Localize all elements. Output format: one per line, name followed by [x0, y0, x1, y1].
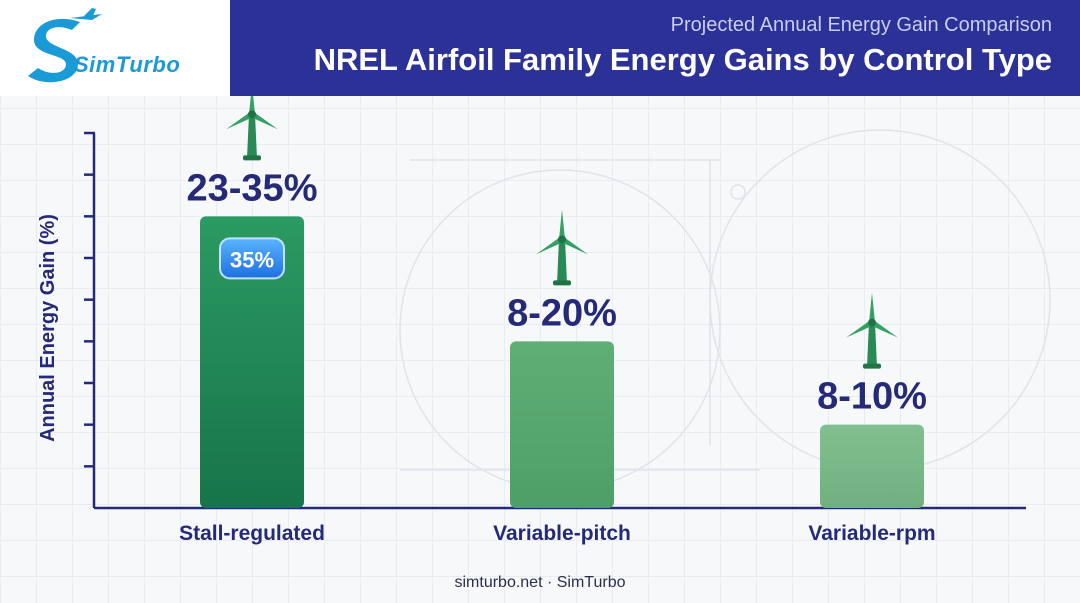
wind-turbine-icon [846, 292, 898, 369]
bar-chart: Annual Energy Gain (%) 23-35% Stall-regul… [37, 96, 1051, 545]
highlight-badge: 35% [219, 237, 285, 280]
value-label: 8-10% [817, 376, 927, 418]
bar-stall-regulated [200, 216, 304, 509]
logo-text: SimTurbo [74, 52, 181, 77]
value-label: 8-20% [507, 292, 617, 334]
bar-variable-pitch [510, 341, 614, 508]
bar-variable-rpm [820, 424, 924, 508]
y-axis-label: Annual Energy Gain (%) [37, 214, 59, 442]
bars-group: 23-35% Stall-regulated 8-20% Variable-pitch… [179, 96, 936, 545]
background-sketch [399, 129, 1051, 491]
wind-turbine-icon [226, 96, 278, 161]
chart-title: NREL Airfoil Family Energy Gains by Cont… [313, 42, 1052, 77]
chart-subtitle: Projected Annual Energy Gain Comparison [670, 14, 1052, 36]
category-label: Variable-pitch [493, 522, 631, 545]
header-banner: Projected Annual Energy Gain Comparison … [230, 0, 1080, 96]
category-label: Stall-regulated [179, 522, 325, 545]
logo-mark [28, 8, 102, 83]
badge-label: 35% [230, 247, 274, 272]
value-label: 23-35% [187, 167, 318, 209]
footer-credit: simturbo.net · SimTurbo [454, 574, 626, 591]
logo: SimTurbo [0, 0, 230, 96]
category-label: Variable-rpm [808, 522, 935, 545]
wind-turbine-icon [536, 209, 588, 286]
